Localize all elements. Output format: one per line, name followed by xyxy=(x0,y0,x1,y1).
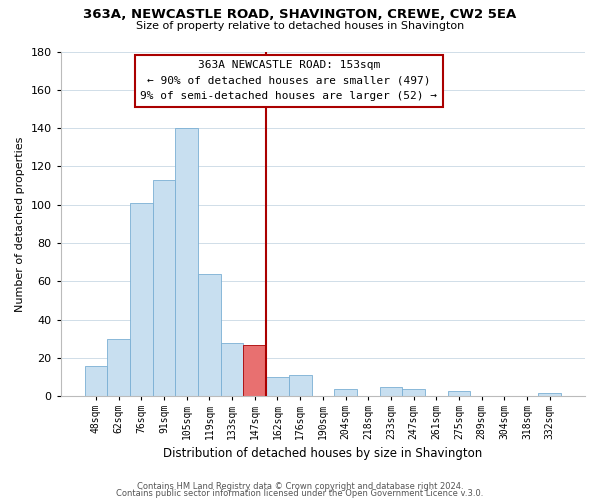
Text: Contains HM Land Registry data © Crown copyright and database right 2024.: Contains HM Land Registry data © Crown c… xyxy=(137,482,463,491)
Y-axis label: Number of detached properties: Number of detached properties xyxy=(15,136,25,312)
Bar xyxy=(175,128,198,396)
Text: 363A, NEWCASTLE ROAD, SHAVINGTON, CREWE, CW2 5EA: 363A, NEWCASTLE ROAD, SHAVINGTON, CREWE,… xyxy=(83,8,517,20)
Bar xyxy=(448,390,470,396)
Bar xyxy=(380,387,402,396)
Text: Contains public sector information licensed under the Open Government Licence v.: Contains public sector information licen… xyxy=(116,488,484,498)
Bar xyxy=(289,376,311,396)
Bar xyxy=(130,203,152,396)
Bar xyxy=(198,274,221,396)
Bar xyxy=(85,366,107,396)
X-axis label: Distribution of detached houses by size in Shavington: Distribution of detached houses by size … xyxy=(163,447,482,460)
Bar xyxy=(244,344,266,397)
Text: 363A NEWCASTLE ROAD: 153sqm
← 90% of detached houses are smaller (497)
9% of sem: 363A NEWCASTLE ROAD: 153sqm ← 90% of det… xyxy=(140,60,437,102)
Bar xyxy=(266,378,289,396)
Bar xyxy=(402,389,425,396)
Bar xyxy=(152,180,175,396)
Bar xyxy=(538,392,561,396)
Bar xyxy=(221,343,244,396)
Bar xyxy=(107,339,130,396)
Bar xyxy=(334,389,357,396)
Text: Size of property relative to detached houses in Shavington: Size of property relative to detached ho… xyxy=(136,21,464,31)
